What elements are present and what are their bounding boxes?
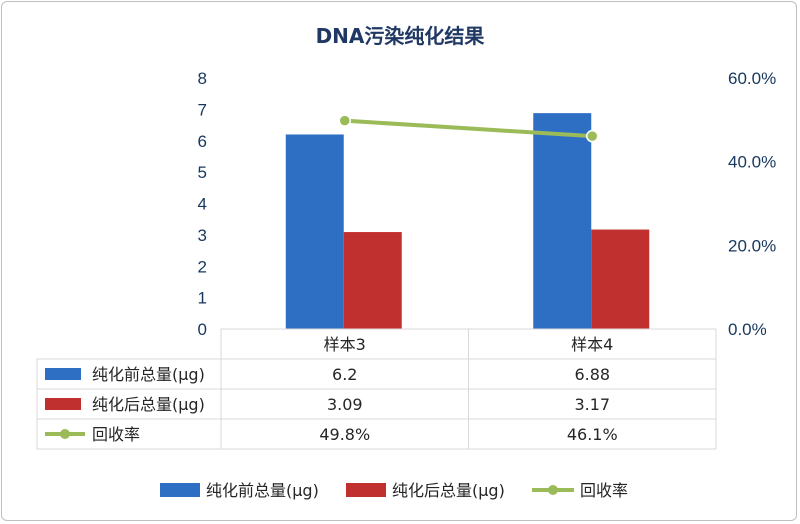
y-left-tick-label: 2: [198, 257, 207, 276]
line-point: [338, 114, 351, 127]
legend-label: 回收率: [580, 481, 628, 500]
table-series-name: 回收率: [92, 425, 140, 444]
table-value: 3.09: [327, 395, 363, 414]
y-right-tick-label: 20.0%: [728, 236, 776, 255]
y-left-tick-label: 1: [198, 289, 207, 308]
y-left-tick-label: 3: [198, 226, 207, 245]
bar-before: [285, 134, 344, 329]
legend-key-marker: [548, 485, 558, 495]
bar-after: [591, 229, 650, 329]
chart-title: DNA污染纯化结果: [316, 24, 485, 48]
table-value: 6.2: [332, 365, 357, 384]
line-point: [586, 129, 599, 143]
y-right-tick-label: 40.0%: [728, 153, 776, 172]
y-left-tick-label: 6: [198, 132, 207, 151]
table-value: 49.8%: [319, 425, 370, 444]
y-left-tick-label: 4: [198, 195, 207, 214]
legend-key-marker: [60, 429, 70, 439]
table-value: 6.88: [574, 365, 610, 384]
y-left-tick-label: 8: [198, 69, 207, 88]
category-label: 样本4: [571, 335, 613, 354]
y-left-tick-label: 5: [198, 163, 207, 182]
series-line-recovery: [344, 118, 593, 139]
legend-label: 纯化后总量(μg): [392, 481, 505, 500]
legend-label: 纯化前总量(μg): [206, 481, 319, 500]
bar-after: [343, 232, 402, 329]
legend-key: [45, 368, 81, 380]
table-series-name: 纯化后总量(μg): [92, 395, 205, 414]
bar-before: [533, 113, 592, 329]
legend-key: [45, 398, 81, 410]
table-value: 46.1%: [567, 425, 618, 444]
y-left-tick-label: 7: [198, 100, 207, 119]
y-right-tick-label: 60.0%: [728, 69, 776, 88]
y-right-tick-label: 0.0%: [728, 320, 767, 339]
y-left-tick-label: 0: [198, 320, 207, 339]
legend-key: [346, 483, 386, 497]
legend-key: [160, 483, 200, 497]
table-value: 3.17: [574, 395, 610, 414]
table-series-name: 纯化前总量(μg): [92, 365, 205, 384]
category-label: 样本3: [324, 335, 366, 354]
